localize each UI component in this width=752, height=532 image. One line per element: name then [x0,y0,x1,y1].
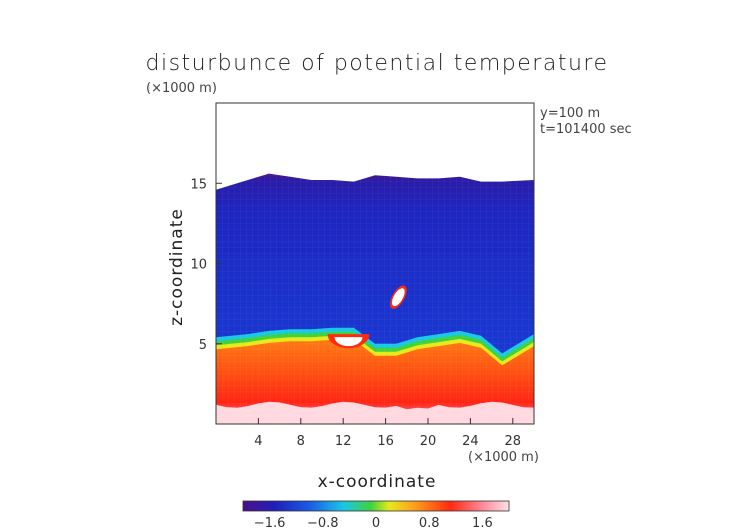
y-axis-title: z-coordinate [167,208,187,326]
warm-anomaly-ellipse [391,288,405,307]
x-tick-label: 28 [505,434,522,449]
colorbar-tick-label: −1.6 [254,516,286,531]
x-unit-label: (×1000 m) [468,450,539,465]
colorbar-tick-label: 1.6 [472,516,493,531]
colorbar-tick-label: 0 [372,516,380,531]
x-axis: 4 8 12 16 20 24 28 [254,418,521,449]
y-unit-label: (×1000 m) [146,81,217,96]
annotation-y: y=100 m [540,106,600,121]
colorbar-tick-label: 0.8 [419,516,440,531]
x-axis-title: x-coordinate [318,472,437,492]
grid-texture [216,103,534,424]
x-tick-label: 16 [377,434,394,449]
colorbar [242,500,510,512]
y-tick-label: 5 [199,338,207,353]
colorbar-ticks: −1.6 −0.8 0 0.8 1.6 [254,516,493,531]
x-tick-label: 4 [254,434,262,449]
x-tick-label: 8 [297,434,305,449]
y-tick-label: 10 [190,258,207,273]
y-tick-label: 15 [190,177,207,192]
x-tick-label: 12 [335,434,352,449]
annotation-t: t=101400 sec [540,122,632,137]
heatmap-field [216,103,534,424]
x-tick-label: 24 [462,434,479,449]
x-tick-label: 20 [420,434,437,449]
colorbar-tick-label: −0.8 [307,516,339,531]
chart-title: disturbunce of potential temperature [146,51,609,76]
warm-anomaly-cap [334,337,363,347]
y-axis: 5 10 15 [190,177,222,353]
